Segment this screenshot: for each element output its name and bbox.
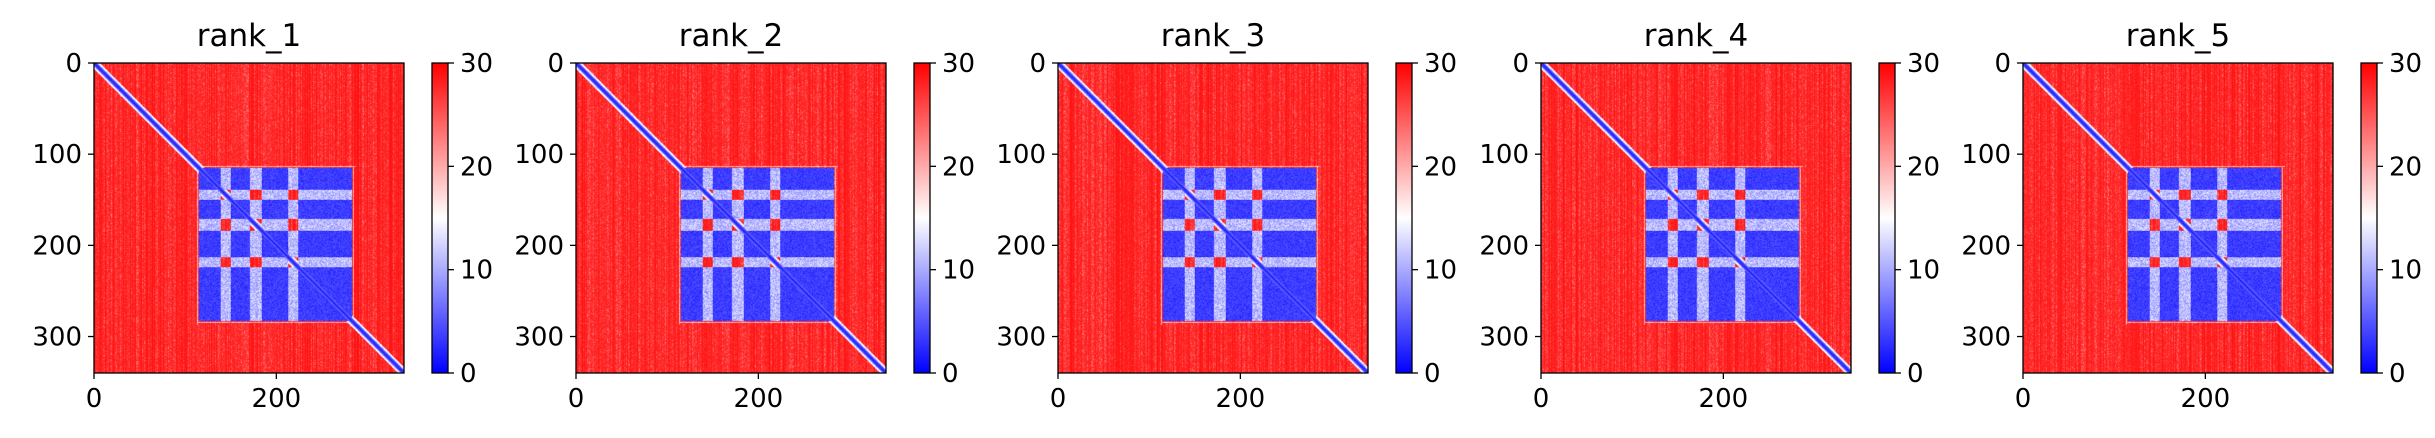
- colorbar-tick-label: 30: [460, 49, 493, 79]
- heatmap-panel-5: rank_5 0 200 0 100 200 300 0 10 20 30: [1961, 18, 2422, 414]
- y-tick-label: 0: [547, 49, 564, 79]
- heatmap-image: [1541, 63, 1851, 373]
- heatmap-panel-4: rank_4 0 200 0 100 200 300 0 10 20 30: [1479, 18, 1940, 414]
- panel-title: rank_1: [197, 18, 302, 54]
- colorbar: [913, 62, 931, 374]
- heatmap-panel-3: rank_3 0 200 0 100 200 300 0 10 20 30: [996, 18, 1457, 414]
- colorbar-tick-label: 0: [942, 359, 959, 389]
- y-tick-label: 100: [1961, 140, 2011, 170]
- colorbar-tick-label: 20: [460, 152, 493, 182]
- y-tick-label: 300: [996, 323, 1046, 353]
- y-tick-label: 0: [1029, 49, 1046, 79]
- y-tick-label: 100: [996, 140, 1046, 170]
- y-tick-label: 100: [32, 140, 82, 170]
- colorbar-tick-label: 10: [1424, 256, 1457, 286]
- colorbar: [2360, 62, 2378, 374]
- colorbar-tick-label: 20: [2389, 152, 2422, 182]
- axes-frame: [1057, 62, 1369, 374]
- x-tick-label: 200: [734, 384, 784, 414]
- x-tick-label: 0: [2015, 384, 2032, 414]
- y-tick-label: 300: [1961, 323, 2011, 353]
- y-tick-label: 300: [32, 323, 82, 353]
- colorbar-tick-label: 30: [1424, 49, 1457, 79]
- x-tick-label: 200: [1216, 384, 1266, 414]
- colorbar-tick-label: 10: [942, 256, 975, 286]
- colorbar-tick-label: 30: [942, 49, 975, 79]
- colorbar-tick-label: 0: [2389, 359, 2406, 389]
- y-tick-label: 300: [1479, 323, 1529, 353]
- colorbar: [431, 62, 449, 374]
- colorbar-tick-label: 10: [460, 256, 493, 286]
- x-tick-label: 0: [1050, 384, 1067, 414]
- y-tick-label: 200: [1479, 231, 1529, 261]
- x-tick-label: 200: [252, 384, 302, 414]
- colorbar-tick-label: 20: [1907, 152, 1940, 182]
- y-tick-label: 100: [1479, 140, 1529, 170]
- y-tick-label: 200: [996, 231, 1046, 261]
- axes-frame: [93, 62, 405, 374]
- x-tick-label: 0: [86, 384, 103, 414]
- colorbar-tick-label: 20: [1424, 152, 1457, 182]
- panel-title: rank_5: [2126, 18, 2231, 54]
- x-tick-label: 0: [568, 384, 585, 414]
- colorbar-tick-label: 10: [1907, 256, 1940, 286]
- axes-frame: [2022, 62, 2334, 374]
- heatmap-panel-2: rank_2 0 200 0 100 200 300 0 10 20 30: [514, 18, 975, 414]
- y-tick-label: 300: [514, 323, 564, 353]
- y-tick-label: 0: [65, 49, 82, 79]
- colorbar-tick-label: 20: [942, 152, 975, 182]
- colorbar-tick-label: 0: [1907, 359, 1924, 389]
- y-tick-label: 0: [1994, 49, 2011, 79]
- colorbar-tick-label: 0: [460, 359, 477, 389]
- axes-frame: [1540, 62, 1852, 374]
- x-tick-label: 0: [1533, 384, 1550, 414]
- colorbar: [1878, 62, 1896, 374]
- y-tick-label: 200: [514, 231, 564, 261]
- colorbar-tick-label: 10: [2389, 256, 2422, 286]
- x-tick-label: 200: [1699, 384, 1749, 414]
- axes-frame: [575, 62, 887, 374]
- heatmap-image: [2023, 63, 2333, 373]
- panel-title: rank_3: [1161, 18, 1266, 54]
- colorbar-tick-label: 30: [2389, 49, 2422, 79]
- heatmap-image: [1058, 63, 1368, 373]
- y-tick-label: 200: [32, 231, 82, 261]
- panel-title: rank_4: [1644, 18, 1749, 54]
- colorbar: [1395, 62, 1413, 374]
- y-tick-label: 100: [514, 140, 564, 170]
- y-tick-label: 0: [1512, 49, 1529, 79]
- colorbar-tick-label: 30: [1907, 49, 1940, 79]
- x-tick-label: 200: [2181, 384, 2231, 414]
- colorbar-tick-label: 0: [1424, 359, 1441, 389]
- heatmap-image: [94, 63, 404, 373]
- y-tick-label: 200: [1961, 231, 2011, 261]
- panel-title: rank_2: [679, 18, 784, 54]
- heatmap-panel-1: rank_1 0 200 0 100 200 300 0 10 20 30: [32, 18, 493, 414]
- heatmap-image: [576, 63, 886, 373]
